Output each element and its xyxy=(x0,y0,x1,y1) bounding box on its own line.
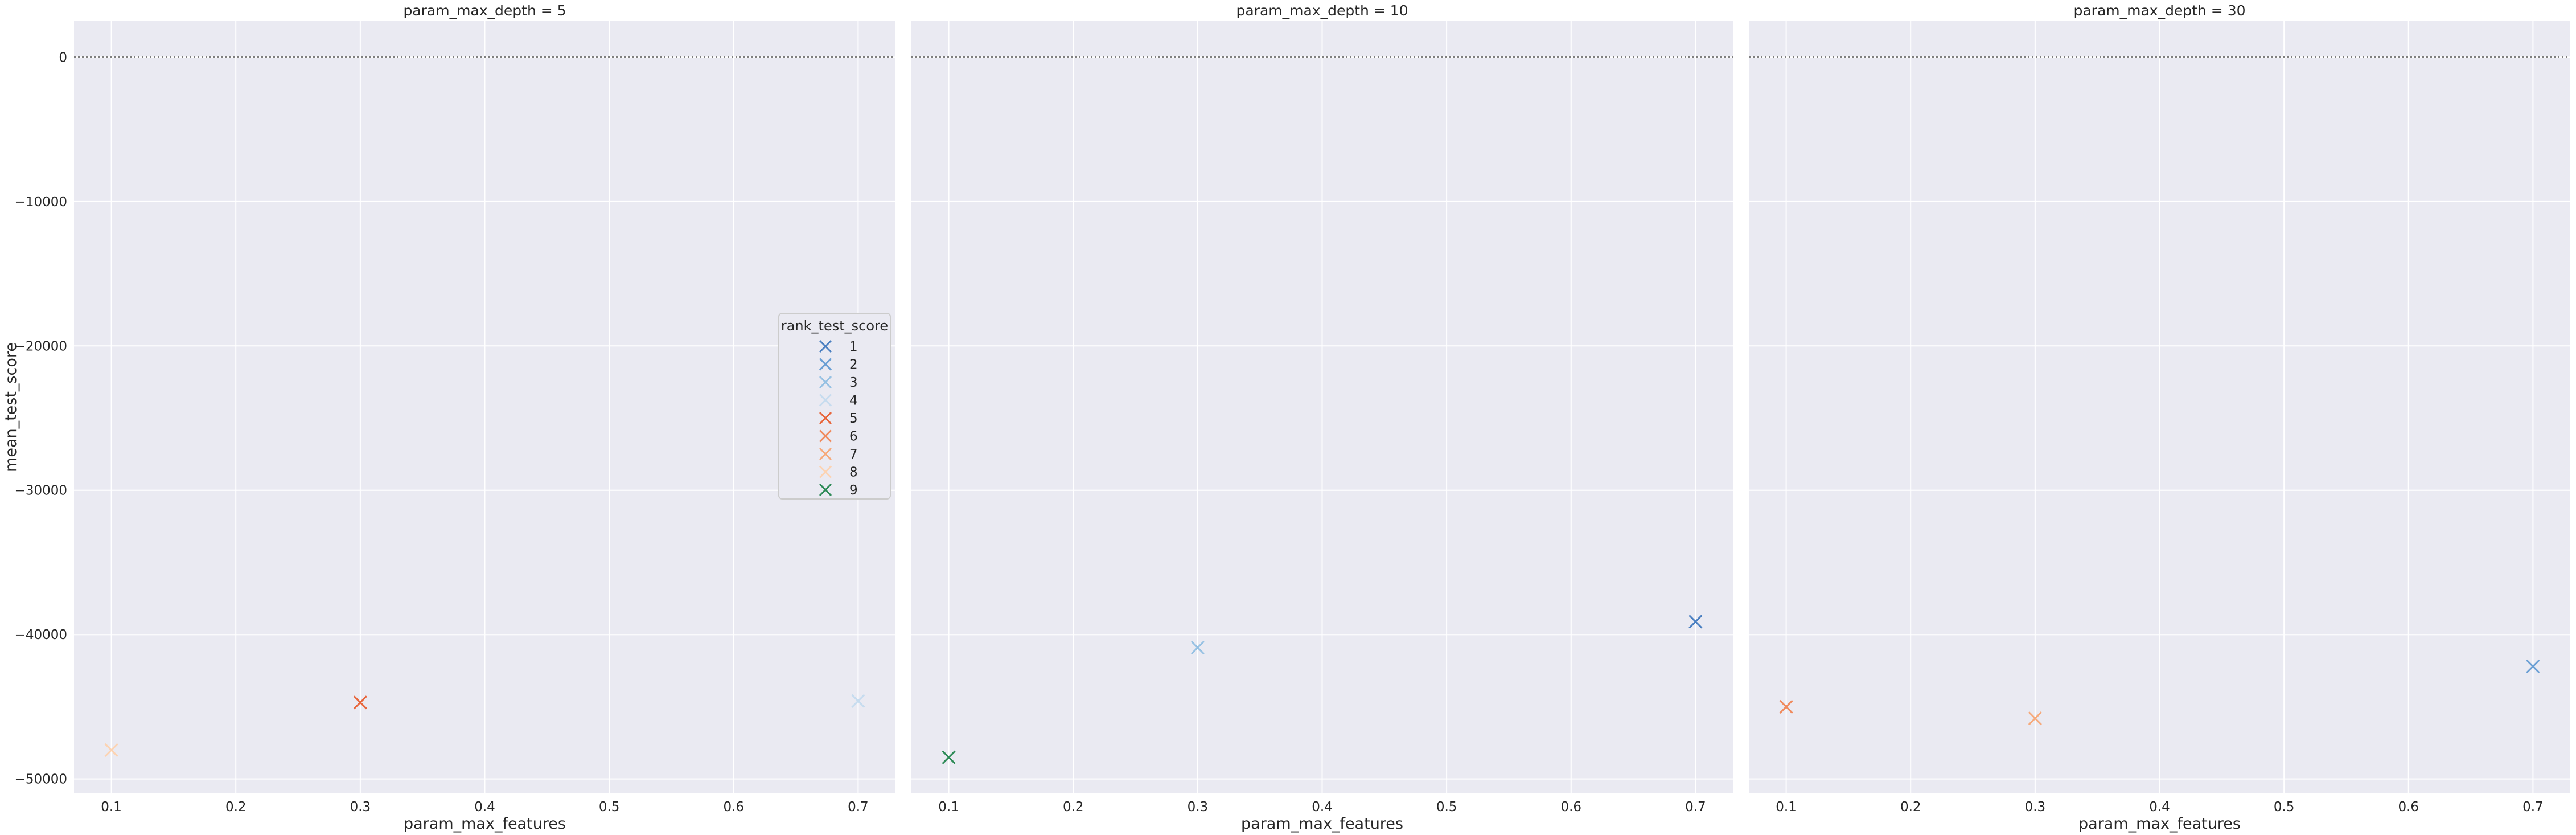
x-tick-label: 0.4 xyxy=(1312,800,1333,814)
legend-label: 7 xyxy=(849,447,858,462)
legend-entry: 7 xyxy=(819,447,858,462)
x-tick-label: 0.7 xyxy=(1685,800,1706,814)
x-tick-label: 0.2 xyxy=(1900,800,1921,814)
legend-entry: 2 xyxy=(819,358,858,373)
legend-marker xyxy=(819,483,832,497)
data-point xyxy=(2526,659,2540,674)
x-tick-label: 0.3 xyxy=(2025,800,2046,814)
data-point xyxy=(1190,640,1205,655)
data-point-stroke xyxy=(2526,659,2540,674)
x-tick-label: 0.5 xyxy=(2274,800,2295,814)
x-tick-label: 0.2 xyxy=(1063,800,1084,814)
x-tick-label: 0.2 xyxy=(225,800,246,814)
data-point-stroke xyxy=(1779,699,1793,714)
legend-entry: 3 xyxy=(819,375,858,390)
legend-box xyxy=(778,313,891,500)
panel-title: param_max_depth = 10 xyxy=(1236,2,1408,19)
legend-entry: 1 xyxy=(819,339,858,354)
facet-panel: param_max_depth = 30 0.1 0.2 0.3 0.4 0.5 0.6 0.… xyxy=(1749,2,2570,833)
x-axis-label: param_max_features xyxy=(1241,815,1403,833)
legend-entry: 5 xyxy=(819,411,858,426)
legend-entry: 9 xyxy=(819,483,858,498)
y-tick-label: −40000 xyxy=(15,628,67,642)
x-tick-label: 0.1 xyxy=(938,800,959,814)
legend-marker xyxy=(819,394,832,407)
legend-title: rank_test_score xyxy=(781,318,888,334)
x-tick-label: 0.1 xyxy=(1776,800,1797,814)
x-tick-label: 0.6 xyxy=(1560,800,1581,814)
legend-label: 6 xyxy=(849,429,858,444)
x-tick-label: 0.7 xyxy=(2522,800,2544,814)
data-point-stroke xyxy=(851,694,865,708)
facet-panel: param_max_depth = 10 0.1 0.2 0.3 0.4 0.5 0.6 0.… xyxy=(911,2,1733,833)
data-point-stroke xyxy=(1190,640,1205,655)
x-tick-label: 0.5 xyxy=(599,800,620,814)
data-point xyxy=(353,695,367,710)
x-tick-label: 0.4 xyxy=(2149,800,2170,814)
x-axis-label: param_max_features xyxy=(2078,815,2241,833)
legend-label: 5 xyxy=(849,411,858,426)
legend-marker xyxy=(819,447,832,461)
legend-entry: 4 xyxy=(819,394,858,408)
data-point xyxy=(1779,699,1793,714)
data-point-stroke xyxy=(2028,711,2042,726)
panel-title: param_max_depth = 5 xyxy=(403,2,566,19)
y-tick-label: −50000 xyxy=(15,772,67,787)
facet-panel: param_max_depth = 5 0.1 0.2 0.3 0.4 0.5 0.6 0.7… xyxy=(15,2,895,833)
data-point xyxy=(1688,615,1703,629)
y-axis-label: mean_test_score xyxy=(2,342,20,472)
data-point xyxy=(851,694,865,708)
legend-marker xyxy=(819,358,832,371)
panel-title: param_max_depth = 30 xyxy=(2073,2,2245,19)
legend-entry: 6 xyxy=(819,429,858,444)
facet-panels: param_max_depth = 5 0.1 0.2 0.3 0.4 0.5 0.6 0.7… xyxy=(15,2,2570,833)
legend-label: 9 xyxy=(849,483,858,498)
legend-label: 1 xyxy=(849,339,858,354)
legend-label: 2 xyxy=(849,358,858,373)
data-point xyxy=(104,743,118,758)
legend-label: 8 xyxy=(849,465,858,480)
x-tick-label: 0.6 xyxy=(723,800,744,814)
legend-marker xyxy=(819,339,832,353)
x-axis-label: param_max_features xyxy=(404,815,566,833)
x-tick-label: 0.6 xyxy=(2398,800,2419,814)
legend: rank_test_score 1 2 3 4 5 6 7 8 9 xyxy=(778,313,891,500)
y-tick-label: −30000 xyxy=(15,484,67,498)
x-tick-label: 0.7 xyxy=(848,800,869,814)
legend-entry: 8 xyxy=(819,465,858,480)
legend-label: 4 xyxy=(849,394,858,408)
y-tick-label: −20000 xyxy=(15,339,67,354)
legend-marker xyxy=(819,411,832,425)
data-point-stroke xyxy=(353,695,367,710)
x-tick-label: 0.3 xyxy=(350,800,371,814)
legend-marker xyxy=(819,375,832,389)
legend-label: 3 xyxy=(849,375,858,390)
data-point-stroke xyxy=(1688,615,1703,629)
data-point-stroke xyxy=(104,743,118,758)
data-point xyxy=(2028,711,2042,726)
x-tick-label: 0.1 xyxy=(101,800,122,814)
data-point-stroke xyxy=(942,750,956,764)
data-point xyxy=(942,750,956,764)
y-tick-label: 0 xyxy=(59,50,67,65)
y-tick-label: −10000 xyxy=(15,195,67,210)
x-tick-label: 0.5 xyxy=(1436,800,1457,814)
x-tick-label: 0.4 xyxy=(474,800,495,814)
legend-marker xyxy=(819,429,832,443)
x-tick-label: 0.3 xyxy=(1188,800,1209,814)
legend-marker xyxy=(819,465,832,478)
